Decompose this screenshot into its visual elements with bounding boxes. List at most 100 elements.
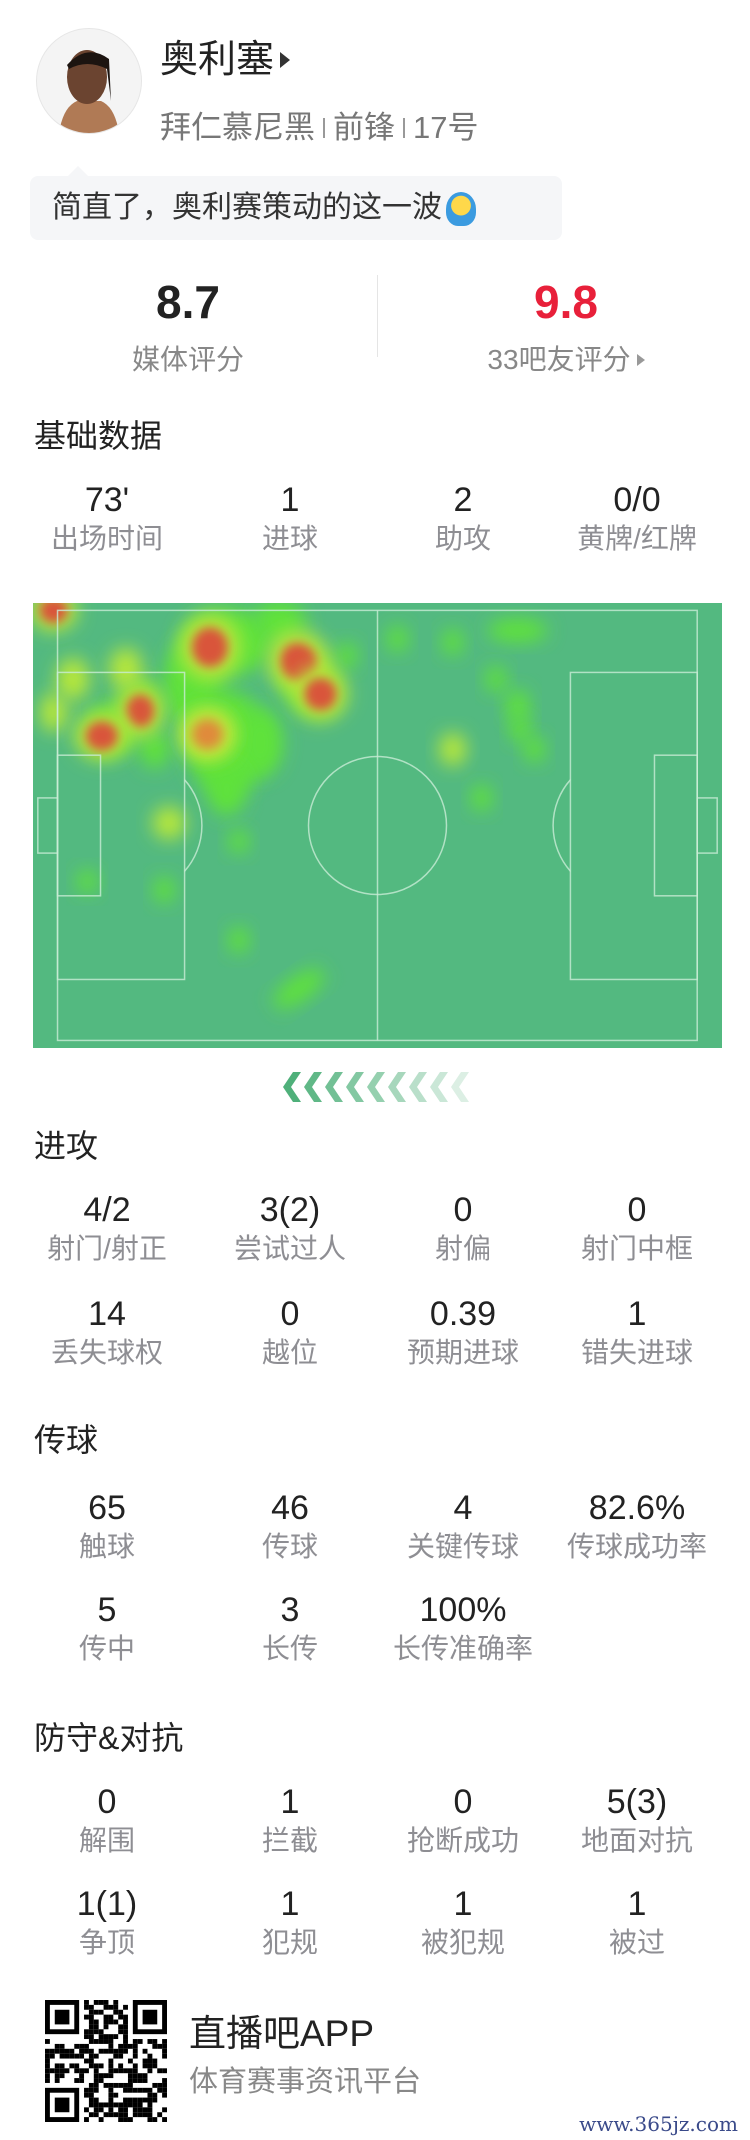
stat-value: 0 <box>453 1783 473 1821</box>
stat-label: 拦截 <box>261 1825 318 1856</box>
divider <box>403 118 405 138</box>
stat-label: 地面对抗 <box>580 1825 693 1856</box>
heat-spot-hot <box>192 719 223 749</box>
comment-text: 简直了，奥利赛策动的这一波 <box>52 191 442 224</box>
stat-value: 14 <box>88 1295 126 1333</box>
stat-label: 出场时间 <box>50 523 163 554</box>
chevron-left-icon <box>388 1072 406 1102</box>
stat-label: 射门中框 <box>580 1233 693 1264</box>
stat-item: 4/2 射门/射正 <box>17 1190 197 1266</box>
heat-spot <box>523 735 545 763</box>
stat-item: 1 拦截 <box>200 1782 380 1858</box>
heat-spot <box>228 926 250 954</box>
player-team: 拜仁慕尼黑 <box>160 110 315 145</box>
stat-label: 争顶 <box>78 1927 135 1958</box>
stat-label: 预期进球 <box>406 1337 519 1368</box>
heat-spot <box>228 829 250 854</box>
stat-item: 4 关键传球 <box>373 1488 553 1564</box>
stat-value: 0 <box>627 1191 647 1229</box>
stat-label: 传球成功率 <box>566 1531 707 1562</box>
stat-item: 0 射门中框 <box>547 1190 727 1266</box>
heat-spot-hot <box>85 721 118 751</box>
section-title: 进攻 <box>34 1128 99 1164</box>
stat-label: 被犯规 <box>420 1927 505 1958</box>
stat-item: 5 传中 <box>17 1590 197 1666</box>
stat-item: 1 被过 <box>547 1884 727 1960</box>
chevron-left-icon <box>325 1072 343 1102</box>
heat-spot <box>505 689 530 723</box>
stat-value: 4 <box>453 1489 473 1527</box>
player-position: 前锋 <box>333 110 395 145</box>
player-avatar[interactable] <box>36 28 142 134</box>
stat-label: 黄牌/红牌 <box>577 523 697 554</box>
stat-label: 触球 <box>78 1531 135 1562</box>
stat-value: 82.6% <box>588 1489 686 1527</box>
stat-label: 关键传球 <box>406 1531 519 1562</box>
heat-spot <box>153 876 175 904</box>
stat-item: 0 抢断成功 <box>373 1782 553 1858</box>
heat-spot <box>109 647 143 690</box>
comment-bubble: 简直了，奥利赛策动的这一波 <box>30 166 562 240</box>
right-goal <box>696 797 718 854</box>
fan-rating-value: 9.8 <box>534 276 598 328</box>
stat-item: 82.6% 传球成功率 <box>547 1488 727 1564</box>
stat-value: 1 <box>627 1885 647 1923</box>
heat-spot <box>56 658 90 701</box>
section-title: 传球 <box>34 1422 99 1458</box>
stat-item: 0 射偏 <box>373 1190 553 1266</box>
heat-spot-hot <box>191 627 228 667</box>
stat-item: 3(2) 尝试过人 <box>200 1190 380 1266</box>
stat-item: 100% 长传准确率 <box>373 1590 553 1666</box>
stat-label: 射门/射正 <box>47 1233 167 1264</box>
stat-item: 1(1) 争顶 <box>17 1884 197 1960</box>
stat-value: 0 <box>97 1783 117 1821</box>
player-photo-icon <box>59 50 119 133</box>
left-goal <box>37 797 59 854</box>
stat-item: 3 长传 <box>200 1590 380 1666</box>
stat-value: 4/2 <box>83 1191 131 1229</box>
heat-spot-hot <box>304 677 337 711</box>
stat-label: 长传准确率 <box>392 1633 533 1664</box>
heat-spot <box>487 618 548 643</box>
divider <box>377 275 378 357</box>
heat-spot <box>336 642 358 670</box>
stat-item: 0/0 黄牌/红牌 <box>547 480 727 556</box>
section-title: 防守&对抗 <box>34 1720 184 1756</box>
stat-item: 5(3) 地面对抗 <box>547 1782 727 1858</box>
stat-value: 5 <box>97 1591 117 1629</box>
stat-item: 0.39 预期进球 <box>373 1294 553 1370</box>
player-number: 17号 <box>413 110 479 145</box>
stat-label: 解围 <box>78 1825 135 1856</box>
stat-label: 丢失球权 <box>50 1337 163 1368</box>
blushing-emoji-icon <box>446 192 476 227</box>
stat-value: 3(2) <box>259 1191 321 1229</box>
heat-spot <box>152 806 186 840</box>
heat-spot <box>76 869 98 894</box>
stat-label: 被过 <box>608 1927 665 1958</box>
stat-item: 1 错失进球 <box>547 1294 727 1370</box>
stat-item: 46 传球 <box>200 1488 380 1564</box>
right-penalty-arc <box>552 778 571 873</box>
stat-label: 犯规 <box>261 1927 318 1958</box>
stat-item: 0 越位 <box>200 1294 380 1370</box>
heat-spot <box>139 730 170 769</box>
stat-label: 尝试过人 <box>233 1233 346 1264</box>
stat-item: 1 被犯规 <box>373 1884 553 1960</box>
heat-spot <box>40 692 68 732</box>
attack-direction-chevrons <box>283 1072 469 1102</box>
stat-label: 进球 <box>261 523 318 554</box>
heat-spot <box>439 732 467 766</box>
fan-rating-link[interactable]: 33吧友评分 <box>416 342 716 378</box>
stat-value: 5(3) <box>606 1783 668 1821</box>
stat-label: 越位 <box>261 1337 318 1368</box>
chevron-left-icon <box>304 1072 322 1102</box>
stat-value: 73' <box>84 481 130 519</box>
section-title: 基础数据 <box>34 418 163 454</box>
chevron-left-icon <box>346 1072 364 1102</box>
player-info: 拜仁慕尼黑 前锋 17号 <box>160 108 478 148</box>
player-name-link[interactable]: 奥利塞 <box>160 36 291 84</box>
app-name: 直播吧APP <box>189 2013 375 2054</box>
heat-spot <box>237 708 283 777</box>
stat-item: 65 触球 <box>17 1488 197 1564</box>
caret-right-icon <box>636 354 645 366</box>
